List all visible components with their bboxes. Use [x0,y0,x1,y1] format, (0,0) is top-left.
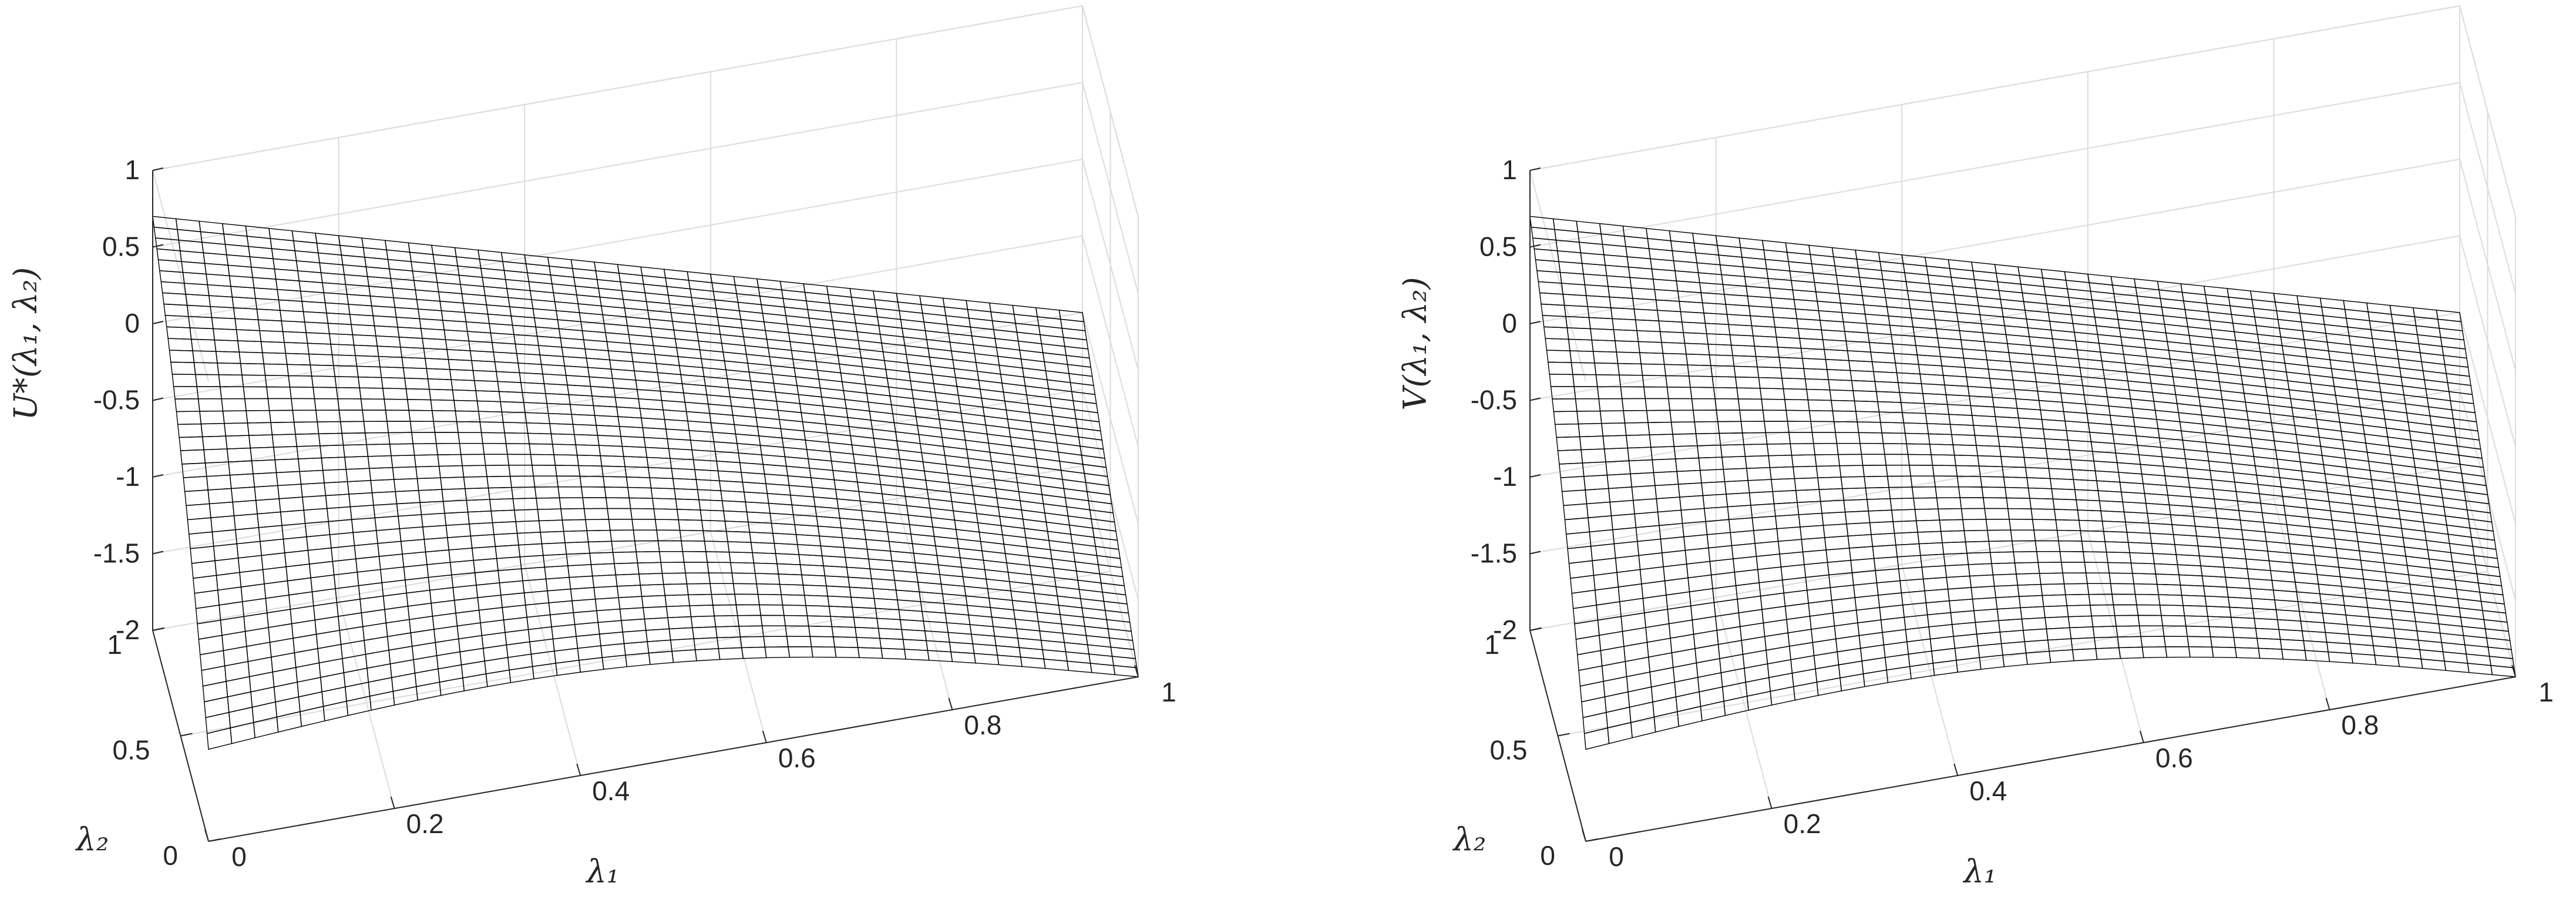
y-tick-label: 0 [163,840,178,871]
z-tick-label: 0.5 [102,231,140,262]
z-tick-label: -0.5 [93,385,140,415]
z-tick-label: 0.5 [1479,231,1517,262]
grid [1529,5,2516,842]
x-tick-label: 0.2 [406,808,444,839]
x-tick-label: 1 [2538,677,2554,707]
x-tick-label: 1 [1161,677,1176,707]
y-tick-label: 1 [107,629,122,660]
x-tick-label: 0.4 [1969,776,2007,806]
x-axis-label: λ₁ [1963,853,1997,890]
axes: -2 -1.5 -1 -0.5 0 0.5 1 0 0.5 1 0 0.2 0.4 0.6 0.8 1 V(λ₁… [1397,155,2554,890]
z-tick-label: 1 [1502,155,1517,185]
x-tick-label: 0.2 [1784,808,1821,839]
x-tick-label: 0.6 [2155,743,2193,773]
x-axis-line [1585,676,2516,842]
x-tick-label: 0 [1609,841,1624,872]
x-tick-label: 0.6 [778,743,816,773]
z-tick-label: 0 [125,308,140,338]
z-axis-label: V(λ₁, λ₂) [1397,277,1434,410]
z-tick-label: -0.5 [1471,385,1517,415]
z-tick-label: -2 [1493,615,1517,645]
x-tick-label: 0.8 [2341,710,2379,740]
z-tick-label: -1.5 [1471,538,1517,569]
y-axis-label: λ₂ [1452,821,1487,858]
surface-plot-right: -2 -1.5 -1 -0.5 0 0.5 1 0 0.5 1 0 0.2 0.4 0.6 0.8 1 V(λ₁… [1397,5,2554,890]
y-tick-label: 1 [1484,629,1499,660]
y-axis-label: λ₂ [75,821,109,858]
surface [152,216,1139,750]
axes: -2 -1.5 -1 -0.5 0 0.5 1 0 0.5 1 0 0.2 0.4 0.6 0.8 1 U*(λ… [7,155,1176,890]
y-tick-label: 0 [1540,840,1555,871]
z-tick-label: -1 [1493,461,1517,492]
x-tick-label: 0.8 [964,710,1001,740]
x-axis-label: λ₁ [586,853,620,890]
y-tick-label: 0.5 [1490,735,1528,766]
z-tick-label: -2 [116,615,140,645]
z-tick-label: -1 [116,461,140,492]
y-tick-label: 0.5 [113,735,150,766]
z-tick-label: 1 [125,155,140,185]
z-tick-label: 0 [1502,308,1517,338]
x-tick-label: 0.4 [592,776,630,806]
x-tick-label: 0 [231,841,247,872]
z-tick-label: -1.5 [93,538,140,569]
surface [1529,216,2516,750]
surface-plot-left: -2 -1.5 -1 -0.5 0 0.5 1 0 0.5 1 0 0.2 0.4 0.6 0.8 1 U*(λ… [7,5,1176,890]
z-axis-label: U*(λ₁, λ₂) [7,267,44,421]
x-axis-line [208,676,1139,842]
grid [152,5,1139,842]
